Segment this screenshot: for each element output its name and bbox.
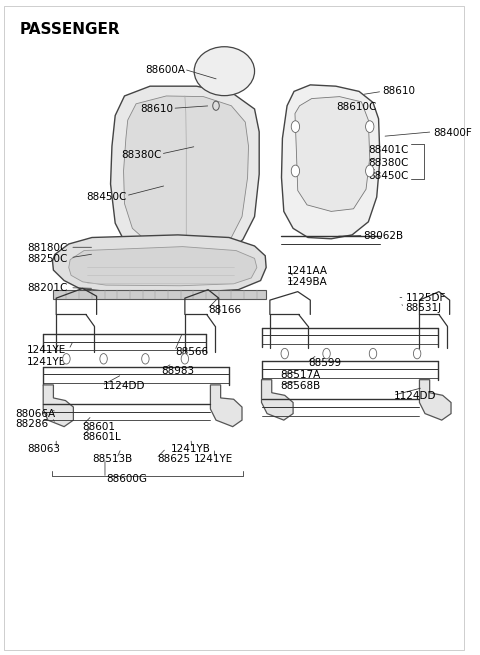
Text: 88513B: 88513B bbox=[92, 455, 132, 464]
Polygon shape bbox=[295, 97, 370, 212]
Text: 88286: 88286 bbox=[15, 419, 48, 429]
Text: 88401C: 88401C bbox=[368, 145, 409, 155]
Text: 88983: 88983 bbox=[162, 366, 195, 376]
Text: 88531J: 88531J bbox=[406, 303, 442, 313]
Polygon shape bbox=[262, 380, 293, 420]
Text: 1249BA: 1249BA bbox=[287, 277, 328, 287]
Text: 88063: 88063 bbox=[27, 445, 60, 455]
Text: 88062B: 88062B bbox=[364, 231, 404, 241]
Polygon shape bbox=[43, 385, 73, 426]
Text: 1241YE: 1241YE bbox=[194, 455, 233, 464]
Text: 88610: 88610 bbox=[382, 86, 415, 96]
Text: 88601L: 88601L bbox=[83, 432, 121, 442]
Text: 1124DD: 1124DD bbox=[394, 391, 436, 401]
Text: 88400F: 88400F bbox=[433, 128, 472, 138]
Circle shape bbox=[323, 348, 330, 359]
Text: 88610: 88610 bbox=[140, 104, 173, 114]
Polygon shape bbox=[53, 290, 266, 299]
Text: 88568B: 88568B bbox=[280, 381, 320, 391]
Circle shape bbox=[63, 354, 70, 364]
Circle shape bbox=[291, 165, 300, 177]
Text: 88517A: 88517A bbox=[280, 370, 320, 380]
Polygon shape bbox=[210, 385, 242, 426]
Polygon shape bbox=[281, 85, 380, 239]
Polygon shape bbox=[69, 247, 257, 286]
Text: 88166: 88166 bbox=[208, 305, 241, 315]
Circle shape bbox=[281, 348, 288, 359]
Text: 1241YB: 1241YB bbox=[27, 357, 67, 367]
Text: 88380C: 88380C bbox=[368, 158, 409, 168]
Text: 88450C: 88450C bbox=[86, 192, 127, 202]
Text: 88066A: 88066A bbox=[15, 409, 56, 419]
Text: 1241AA: 1241AA bbox=[287, 267, 328, 276]
Ellipse shape bbox=[194, 47, 254, 96]
Polygon shape bbox=[420, 380, 451, 420]
Polygon shape bbox=[123, 96, 249, 248]
Polygon shape bbox=[52, 235, 266, 293]
Text: 88180C: 88180C bbox=[27, 243, 67, 253]
Text: 1241YE: 1241YE bbox=[27, 345, 66, 355]
Text: 88599: 88599 bbox=[308, 358, 341, 368]
Circle shape bbox=[366, 121, 374, 132]
Circle shape bbox=[413, 348, 421, 359]
Text: 88600A: 88600A bbox=[145, 65, 185, 75]
Circle shape bbox=[181, 354, 189, 364]
Text: PASSENGER: PASSENGER bbox=[20, 22, 120, 37]
Text: 1124DD: 1124DD bbox=[103, 381, 145, 391]
Circle shape bbox=[369, 348, 377, 359]
Circle shape bbox=[100, 354, 108, 364]
Text: 1125DF: 1125DF bbox=[406, 293, 446, 303]
Circle shape bbox=[213, 101, 219, 110]
Text: 88250C: 88250C bbox=[27, 254, 67, 264]
Circle shape bbox=[291, 121, 300, 132]
Circle shape bbox=[142, 354, 149, 364]
Text: 88610C: 88610C bbox=[336, 102, 376, 112]
Text: 88380C: 88380C bbox=[121, 149, 162, 160]
Text: 88450C: 88450C bbox=[368, 171, 409, 181]
Text: 88601: 88601 bbox=[83, 422, 116, 432]
Polygon shape bbox=[110, 86, 259, 259]
Text: 88201C: 88201C bbox=[27, 284, 67, 293]
Text: 88566: 88566 bbox=[176, 346, 209, 356]
Text: 88600G: 88600G bbox=[106, 474, 147, 484]
Text: 1241YB: 1241YB bbox=[171, 445, 211, 455]
Circle shape bbox=[366, 165, 374, 177]
Text: 88625: 88625 bbox=[157, 455, 190, 464]
